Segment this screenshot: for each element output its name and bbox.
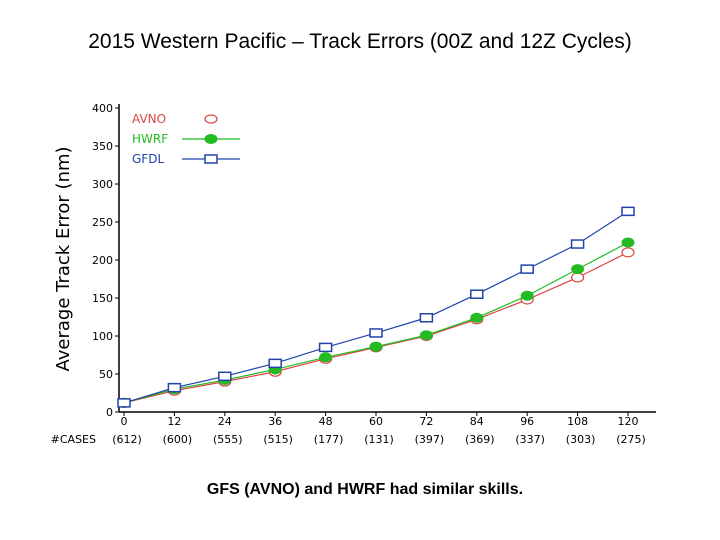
legend-marker-gfdl (204, 154, 218, 164)
x-tick-label: 36 (268, 415, 282, 428)
chart-axes (118, 104, 656, 413)
y-tick-label: 200 (92, 254, 113, 267)
case-count-label: (555) (213, 433, 243, 446)
data-point-hwrf (520, 290, 534, 301)
x-tick-label: 72 (419, 415, 433, 428)
y-tick-label: 150 (92, 292, 113, 305)
y-tick-label: 50 (99, 368, 113, 381)
data-point-hwrf (571, 264, 585, 275)
case-count-label: (369) (465, 433, 495, 446)
x-tick-label: 0 (121, 415, 128, 428)
y-tick-label: 350 (92, 140, 113, 153)
data-point-gfdl (570, 239, 585, 249)
data-point-hwrf (419, 330, 433, 341)
data-point-gfdl (318, 342, 333, 353)
chart-legend: AVNO HWRF GFDL (132, 112, 240, 166)
x-tick-label: 24 (218, 415, 232, 428)
data-point-hwrf (369, 341, 383, 352)
x-tick-label: 108 (567, 415, 588, 428)
data-point-gfdl (621, 206, 635, 217)
legend-marker-hwrf (204, 134, 218, 144)
data-point-gfdl (470, 289, 484, 299)
data-point-hwrf (319, 352, 333, 363)
x-tick-label: 120 (618, 415, 639, 428)
page-title: 2015 Western Pacific – Track Errors (00Z… (88, 30, 632, 53)
case-count-label: (397) (415, 433, 445, 446)
x-tick-label: 12 (167, 415, 181, 428)
case-count-label: (515) (263, 433, 293, 446)
x-tick-label: 96 (520, 415, 534, 428)
case-count-label: (303) (566, 433, 596, 446)
legend-label-gfdl: GFDL (132, 152, 164, 166)
series-line-hwrf (123, 241, 629, 404)
case-count-label: (275) (616, 433, 646, 446)
y-tick-label: 300 (92, 178, 113, 191)
y-tick-label: 0 (106, 406, 113, 419)
case-count-label: (337) (515, 433, 545, 446)
data-point-avno (621, 247, 635, 258)
x-tick-label: 84 (470, 415, 484, 428)
case-count-label: (177) (314, 433, 344, 446)
data-point-hwrf (470, 312, 484, 323)
data-point-gfdl (369, 328, 383, 338)
case-count-label: (600) (163, 433, 193, 446)
data-point-gfdl (268, 358, 282, 369)
data-point-hwrf (621, 237, 635, 248)
chart-ticks: 0 50 100 150 200 250 300 350 400 0 (612) 12 (600) 24 (… (51, 102, 646, 446)
y-tick-label: 100 (92, 330, 113, 343)
data-point-gfdl (520, 264, 534, 274)
data-point-gfdl (419, 313, 434, 323)
data-point-gfdl (117, 398, 131, 408)
x-tick-label: 60 (369, 415, 383, 428)
case-count-label: (131) (364, 433, 394, 446)
series-line-avno (123, 251, 629, 404)
legend-label-avno: AVNO (132, 112, 166, 126)
y-tick-label: 400 (92, 102, 113, 115)
chart-caption: GFS (AVNO) and HWRF had similar skills. (206, 481, 524, 498)
case-count-label: (612) (112, 433, 142, 446)
x-tick-label: 48 (319, 415, 333, 428)
data-point-gfdl (167, 382, 182, 393)
chart-series (117, 206, 635, 408)
series-line-gfdl (123, 210, 629, 404)
legend-marker-avno (204, 114, 218, 124)
y-tick-label: 250 (92, 216, 113, 229)
cases-prefix-label: #CASES (51, 433, 96, 446)
data-point-avno (570, 272, 585, 283)
y-axis-label: Average Track Error (nm) (53, 146, 74, 371)
data-point-gfdl (218, 371, 232, 382)
legend-label-hwrf: HWRF (132, 132, 168, 146)
